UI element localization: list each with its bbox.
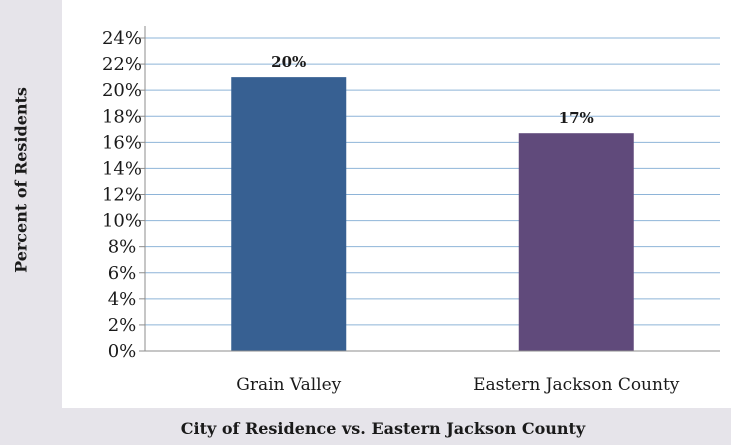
y-tick-label: 6% xyxy=(108,263,137,284)
data-label: 17% xyxy=(559,109,594,127)
category-label: Grain Valley xyxy=(236,375,341,395)
bars xyxy=(231,77,634,351)
category-labels: Grain Valley Eastern Jackson County xyxy=(236,375,680,395)
y-tick-label: 20% xyxy=(102,80,142,101)
category-label: Eastern Jackson County xyxy=(473,375,680,395)
data-label: 20% xyxy=(271,53,306,71)
y-axis-title: Percent of Residents xyxy=(12,87,31,273)
bar-eastern-jackson-county xyxy=(518,133,634,351)
x-axis-title: City of Residence vs. Eastern Jackson Co… xyxy=(181,419,586,438)
y-tick-label: 10% xyxy=(102,211,142,232)
y-axis-ticks: 0% 2% 4% 6% 8% 10% 12% 14% 16% 18% 20% 22% 24% xyxy=(102,28,145,362)
y-tick-label: 14% xyxy=(102,158,142,179)
y-tick-label: 4% xyxy=(108,289,137,310)
y-tick-label: 18% xyxy=(102,106,142,127)
bar-grain-valley xyxy=(231,77,347,351)
y-tick-label: 22% xyxy=(102,54,142,75)
y-tick-label: 8% xyxy=(108,237,137,258)
y-tick-label: 24% xyxy=(102,28,142,49)
y-tick-label: 2% xyxy=(108,315,137,336)
y-tick-label: 0% xyxy=(108,341,137,362)
y-tick-label: 12% xyxy=(102,185,142,206)
y-tick-label: 16% xyxy=(102,132,142,153)
data-labels: 20% 17% xyxy=(271,53,594,127)
